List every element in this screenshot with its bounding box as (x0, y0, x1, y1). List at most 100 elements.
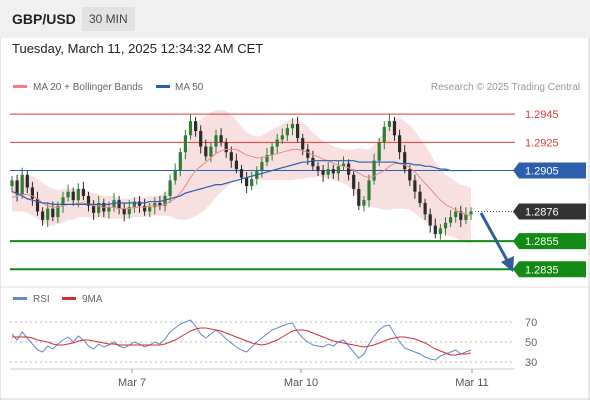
candle-body (30, 187, 34, 199)
candle-body (178, 152, 182, 171)
ma50-line (11, 160, 471, 206)
candle-body (438, 228, 442, 235)
candle-body (56, 205, 60, 218)
candle-body (245, 177, 249, 187)
candle-body (357, 188, 361, 206)
candle-body (285, 128, 289, 136)
candle-body (377, 142, 381, 161)
x-tick-label: Mar 7 (118, 377, 146, 389)
candle-body (387, 121, 391, 127)
candle-body (260, 162, 264, 171)
bb-legend-label: MA 20 + Bollinger Bands (33, 82, 143, 93)
candle-body (41, 211, 45, 220)
candle-body (336, 166, 340, 174)
candle-body (168, 180, 172, 196)
rsi-legend-swatch (13, 297, 27, 300)
x-tick-label: Mar 10 (284, 377, 318, 389)
resistance-label: 1.2925 (525, 137, 559, 149)
pair-label: GBP/USD (12, 11, 76, 27)
current-tag (513, 203, 586, 220)
candle-body (61, 197, 65, 206)
candle-body (25, 174, 29, 188)
candle-body (392, 121, 397, 136)
rsi-ma-legend-swatch (62, 297, 76, 300)
candle-body (275, 139, 279, 147)
candle-body (454, 211, 458, 218)
ma50-legend-swatch (156, 85, 170, 88)
candle-body (137, 201, 142, 206)
candle-body (204, 146, 208, 157)
candle-body (148, 207, 152, 212)
x-axis: Mar 7 Mar 10 Mar 11 (10, 368, 515, 389)
candle-body (224, 142, 228, 153)
candle-body (15, 180, 19, 195)
candles (10, 114, 473, 240)
candle-body (331, 169, 335, 174)
current-tag-label: 1.2876 (525, 206, 559, 218)
candle-body (418, 191, 422, 203)
x-tick-label: Mar 11 (455, 377, 488, 389)
candle-body (209, 146, 213, 157)
candle-body (188, 121, 193, 136)
candle-body (347, 163, 351, 175)
candle-body (459, 211, 463, 220)
candle-body (362, 200, 366, 206)
candle-body (443, 222, 448, 229)
support-tag (513, 233, 586, 250)
rsi-tick-label: 70 (525, 317, 537, 329)
candle-body (92, 205, 96, 213)
candle-body (341, 163, 346, 167)
candle-body (97, 202, 101, 213)
candle-body (398, 135, 402, 153)
candle-body (423, 202, 427, 215)
bb-legend-swatch (13, 85, 27, 88)
candle-body (66, 191, 70, 198)
candle-body (173, 170, 177, 181)
candle-body (239, 169, 244, 178)
candle-body (194, 121, 198, 132)
candle-body (163, 195, 167, 206)
pivot-tag-label: 1.2905 (525, 166, 559, 178)
top-bar: GBP/USD 30 MIN (0, 0, 590, 38)
timeframe-button[interactable]: 30 MIN (82, 7, 135, 31)
candle-body (20, 174, 24, 195)
candle-body (321, 170, 325, 175)
candle-body (464, 214, 468, 220)
candle-body (219, 135, 223, 143)
candle-body (122, 208, 126, 215)
ma50-legend-label: MA 50 (175, 82, 204, 93)
candle-body (214, 135, 218, 147)
candle-body (449, 217, 453, 223)
candle-body (107, 207, 111, 212)
candle-body (10, 180, 14, 187)
candle-body (290, 123, 295, 129)
candle-body (311, 157, 315, 167)
timestamp: Tuesday, March 11, 2025 12:34:32 AM CET (12, 41, 264, 56)
candle-body (234, 160, 238, 170)
candle-body (352, 174, 356, 189)
pivot-tag (513, 162, 586, 179)
support-tag-label: 1.2855 (525, 236, 559, 248)
candle-body (51, 208, 55, 218)
candle-body (280, 135, 284, 140)
rsi-tick-label: 30 (525, 357, 537, 369)
candle-body (408, 169, 412, 181)
candle-body (367, 180, 371, 201)
candle-body (153, 202, 157, 208)
candle-body (127, 207, 131, 215)
candle-body (326, 169, 330, 175)
candle-body (428, 214, 432, 226)
source-label: Research © 2025 Trading Central (431, 82, 580, 93)
candle-body (117, 200, 121, 209)
rsi-ma-legend-label: 9MA (82, 294, 103, 305)
support-tag (513, 261, 586, 278)
candle-body (183, 135, 187, 153)
moving-averages (11, 148, 472, 217)
rsi-ma-line (12, 327, 472, 356)
level-tags: 1.2945 1.2925 1.2905 1.2876 1.2855 1.2835 (513, 109, 586, 278)
forecast-arrow (479, 212, 514, 272)
candle-body (316, 166, 320, 171)
candle-body (382, 126, 386, 143)
resistance-label: 1.2945 (525, 109, 559, 121)
